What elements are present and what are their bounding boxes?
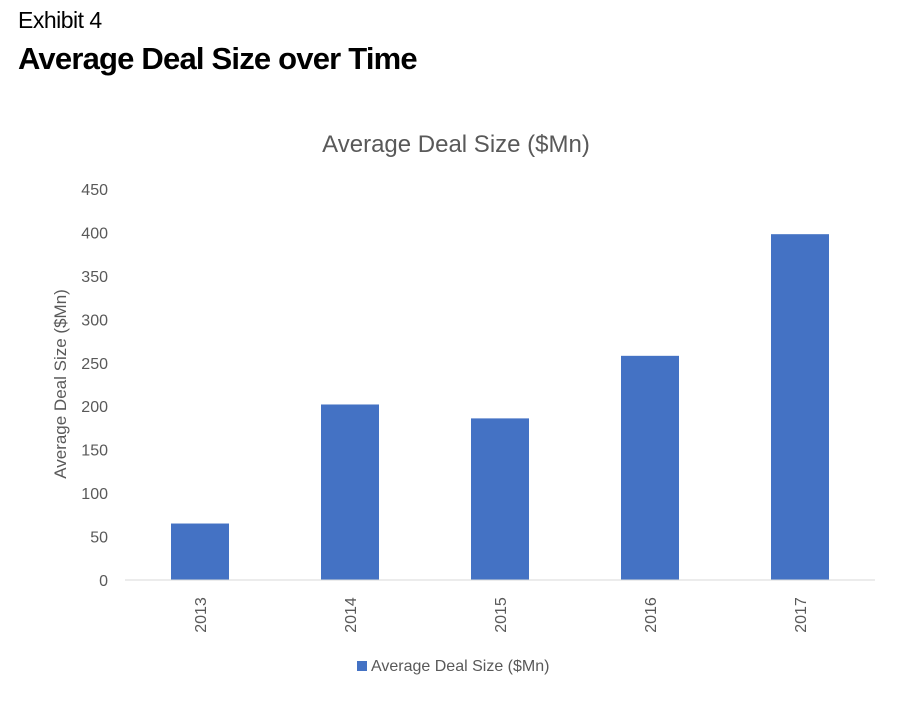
bar	[321, 404, 379, 580]
bars	[171, 234, 829, 580]
bar	[771, 234, 829, 580]
bar	[621, 355, 679, 580]
page-title: Average Deal Size over Time	[18, 41, 418, 76]
legend-label: Average Deal Size ($Mn)	[371, 658, 549, 675]
x-tick-label: 2014	[343, 597, 360, 633]
legend-swatch	[357, 661, 367, 671]
y-tick-label: 250	[81, 356, 108, 373]
y-tick-label: 200	[81, 399, 108, 416]
x-tick-label: 2016	[643, 597, 660, 633]
y-tick-label: 450	[81, 182, 108, 199]
y-axis-ticks: 0 50 100 150 200 250 300 350 400 450	[81, 182, 108, 590]
x-tick-label: 2017	[793, 597, 810, 633]
y-tick-label: 100	[81, 486, 108, 503]
exhibit-label: Exhibit 4	[18, 7, 102, 33]
x-tick-label: 2015	[493, 597, 510, 633]
y-tick-label: 0	[99, 573, 108, 590]
y-tick-label: 150	[81, 443, 108, 460]
y-tick-label: 50	[90, 530, 108, 547]
y-tick-label: 300	[81, 312, 108, 329]
y-axis-label: Average Deal Size ($Mn)	[51, 289, 70, 479]
y-tick-label: 400	[81, 225, 108, 242]
x-tick-label: 2013	[193, 597, 210, 633]
x-axis-ticks: 2013 2014 2015 2016 2017	[193, 597, 810, 633]
bar	[171, 523, 229, 580]
chart-title: Average Deal Size ($Mn)	[322, 131, 590, 158]
legend: Average Deal Size ($Mn)	[357, 658, 549, 675]
bar	[471, 418, 529, 580]
y-tick-label: 350	[81, 269, 108, 286]
